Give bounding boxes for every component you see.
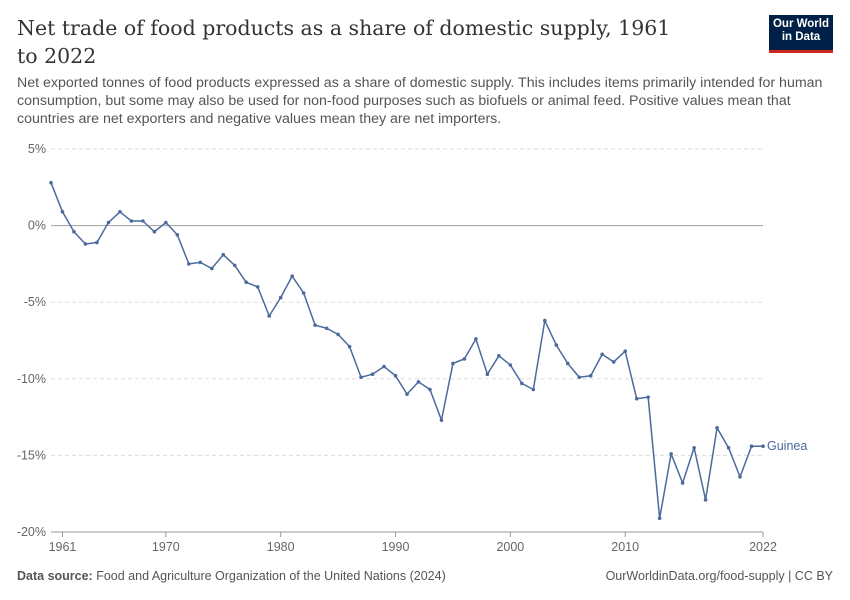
logo-line-2: in Data [781,31,821,43]
data-point [623,349,627,354]
data-point [175,232,180,237]
series-line-guinea [50,182,763,519]
data-point [301,291,306,295]
data-point [393,373,398,378]
y-tick-label: -5% [24,295,46,309]
series-layer: Guinea [49,180,807,521]
data-point [187,262,191,266]
x-tick-label: 2010 [611,540,639,554]
data-point [611,360,616,364]
y-tick-label: 0% [28,219,46,233]
data-point [715,426,719,430]
y-tick-label: 5% [28,142,46,156]
data-point [106,220,111,225]
data-point [565,361,570,366]
data-source-label: Data source: [17,569,93,583]
data-point [531,387,536,392]
data-point [692,445,696,450]
y-axis: 5% 0% -5% -10% -15% -20% [17,142,46,539]
logo-line-1: Our World [772,18,829,30]
data-point [749,444,754,449]
data-point [703,498,708,502]
data-point [232,263,237,268]
data-point [680,481,685,485]
data-point [290,274,294,278]
data-point [60,210,65,214]
data-point [347,344,352,349]
data-point [520,381,524,386]
data-point [428,387,432,392]
x-tick-label: 2022 [749,540,777,554]
data-point [164,220,168,225]
data-point [255,285,260,289]
data-point [209,266,214,271]
data-point [554,343,559,347]
data-point [278,295,283,300]
data-point [634,396,639,401]
y-tick-label: -15% [17,448,46,462]
data-point [141,219,145,223]
data-source-text: Food and Agriculture Organization of the… [96,569,446,583]
data-point [508,363,513,367]
data-point [118,210,122,214]
x-tick-label: 1980 [267,540,295,554]
data-point [474,337,478,341]
credit-link[interactable]: OurWorldinData.org/food-supply | CC BY [605,569,833,583]
data-point [646,395,650,399]
data-point [439,418,444,422]
data-point [244,280,249,285]
data-point [95,240,99,245]
data-point [451,361,455,366]
data-point [462,357,467,361]
data-point [336,332,340,337]
data-point [83,242,88,246]
data-point [543,318,547,323]
chart-title: Net trade of food products as a share of… [17,16,671,68]
data-point [267,314,271,318]
data-point [497,354,501,358]
data-point [485,372,490,377]
x-tick-label: 1961 [49,540,77,554]
data-point [72,229,76,234]
data-point [359,375,363,380]
data-point [588,373,593,378]
data-point [49,180,53,185]
x-tick-label: 1970 [152,540,180,554]
x-axis: 1961 1970 1980 1990 2000 2010 2022 [49,531,777,554]
data-point [657,516,662,521]
data-point [416,380,421,384]
data-point [221,252,226,257]
data-point [152,229,157,234]
x-tick-label: 2000 [496,540,524,554]
data-point [761,444,765,449]
y-tick-label: -10% [17,372,46,386]
data-point [370,372,375,377]
data-point [600,352,605,357]
series-label: Guinea [767,439,807,453]
data-point [738,475,742,479]
x-tick-label: 1990 [382,540,410,554]
y-tick-label: -20% [17,525,46,539]
data-point [324,326,329,331]
data-point [726,445,731,450]
data-point [577,375,582,380]
data-point [129,219,134,223]
data-point [313,323,317,327]
data-point [669,452,673,456]
data-point [405,392,409,396]
data-point [382,364,386,369]
data-point [198,260,203,265]
data-source: Data source: Food and Agriculture Organi… [17,569,446,583]
chart-subtitle: Net exported tonnes of food products exp… [17,75,823,127]
owid-logo[interactable]: Our World in Data [769,15,833,53]
